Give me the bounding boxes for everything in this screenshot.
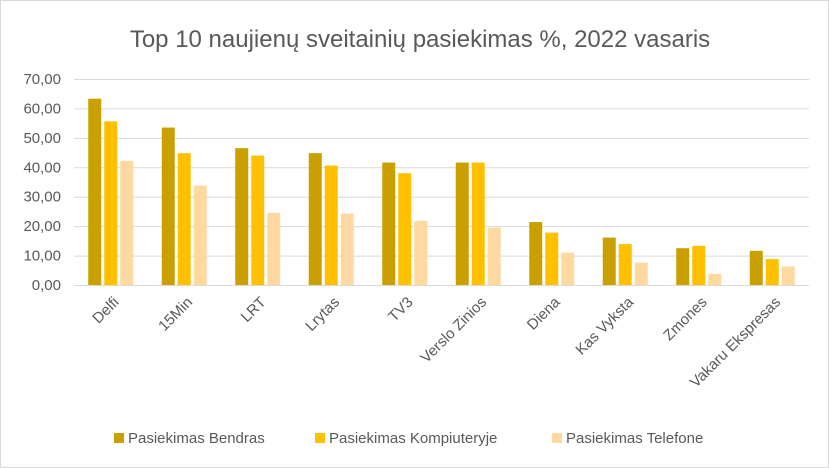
bar-bendras: [235, 148, 249, 285]
bar-kompiuteryje: [324, 165, 338, 285]
x-tick-label: LRT: [238, 294, 270, 326]
y-tick-label: 60,00: [23, 100, 61, 117]
bar-telefone: [487, 227, 501, 285]
y-tick-label: 70,00: [23, 71, 61, 88]
x-tick-label: 15Min: [155, 294, 196, 335]
bar-bendras: [308, 153, 322, 285]
bar-kompiuteryje: [251, 155, 265, 285]
legend-swatch: [552, 433, 562, 443]
bar-kompiuteryje: [471, 162, 485, 285]
x-tick-label: Kas Vyksta: [572, 293, 637, 358]
bar-telefone: [414, 220, 428, 285]
legend-swatch: [114, 433, 124, 443]
bar-bendras: [749, 250, 763, 285]
bar-kompiuteryje: [618, 244, 632, 285]
y-tick-label: 40,00: [23, 159, 61, 176]
bar-bendras: [161, 127, 175, 285]
bar-telefone: [340, 213, 354, 285]
x-tick-label: TV3: [385, 294, 416, 325]
bar-bendras: [529, 222, 543, 285]
bar-bendras: [455, 162, 469, 285]
x-tick-label: Zmones: [660, 294, 710, 344]
bar-bendras: [602, 237, 616, 285]
bar-kompiuteryje: [545, 232, 559, 285]
x-axis-ticks: Delfi 15Min LRT Lrytas TV3 Verslo Zinios Diena…: [89, 293, 784, 391]
chart-title: Top 10 naujienų sveitainių pasiekimas %,…: [130, 26, 710, 53]
legend-label: Pasiekimas Bendras: [128, 430, 265, 447]
bar-kompiuteryje: [398, 173, 412, 285]
bar-telefone: [120, 160, 134, 285]
y-tick-label: 50,00: [23, 130, 61, 147]
bar-bendras: [382, 162, 396, 285]
x-tick-label: Diena: [524, 293, 564, 333]
bar-kompiuteryje: [692, 245, 706, 285]
x-tick-label: Delfi: [89, 294, 122, 327]
x-tick-label: Verslo Zinios: [417, 294, 490, 367]
y-tick-label: 20,00: [23, 218, 61, 235]
legend: Pasiekimas Bendras Pasiekimas Kompiuteryj…: [114, 430, 703, 447]
bar-telefone: [781, 266, 795, 285]
bar-bendras: [88, 98, 102, 286]
bar-telefone: [708, 273, 722, 285]
bar-telefone: [561, 252, 575, 285]
y-axis-ticks: 0,00 10,00 20,00 30,00 40,00 50,00 60,00 70,00: [23, 71, 61, 294]
legend-swatch: [315, 433, 325, 443]
y-tick-label: 0,00: [32, 277, 61, 294]
bar-telefone: [193, 185, 207, 285]
bar-kompiuteryje: [104, 121, 118, 286]
legend-label: Pasiekimas Kompiuteryje: [329, 430, 497, 447]
x-tick-label: Lrytas: [302, 294, 343, 335]
y-tick-label: 30,00: [23, 189, 61, 206]
legend-label: Pasiekimas Telefone: [566, 430, 703, 447]
bar-telefone: [634, 262, 648, 285]
bar-kompiuteryje: [765, 259, 779, 285]
bar-telefone: [267, 212, 281, 285]
y-tick-label: 10,00: [23, 248, 61, 265]
bar-bendras: [676, 248, 690, 285]
bars: [88, 98, 795, 286]
bar-kompiuteryje: [177, 153, 191, 285]
